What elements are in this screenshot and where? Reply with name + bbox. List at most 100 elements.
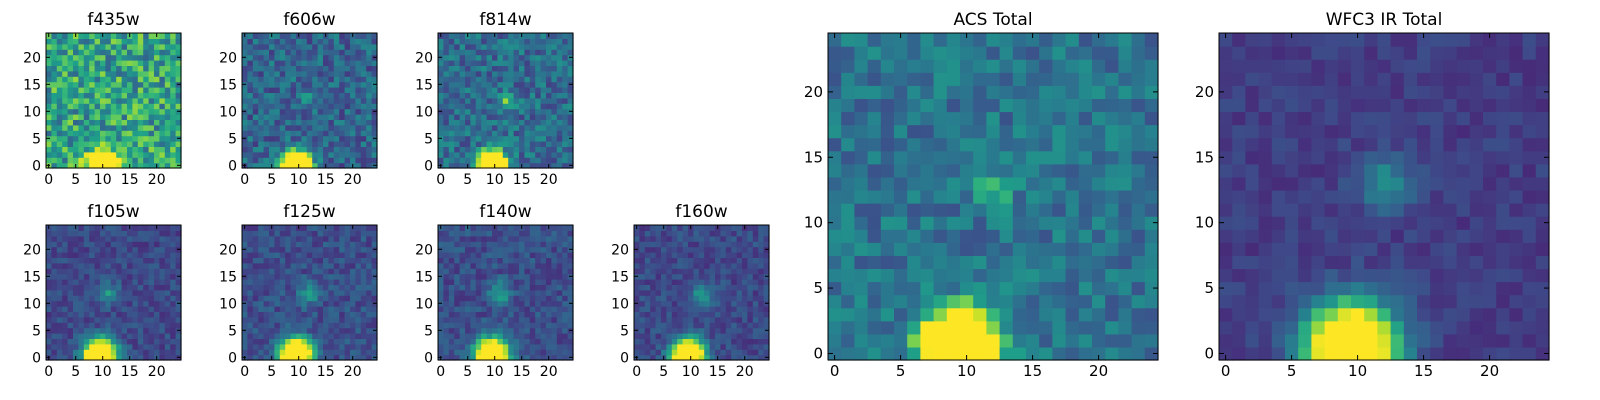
pixel [655,300,662,307]
pixel [46,349,52,356]
pixel [639,300,646,307]
pixel [242,70,248,77]
pixel [1065,307,1080,322]
pixel [465,60,471,66]
pixel [143,65,150,72]
pixel [562,327,569,334]
pixel [443,235,450,242]
pixel [519,343,525,350]
pixel [894,346,908,361]
pixel [290,97,297,104]
pixel [704,241,711,248]
pixel [366,162,373,169]
pixel [366,81,373,88]
pixel [535,124,542,131]
pixel [148,130,155,137]
pixel [562,76,569,83]
pixel [317,70,324,77]
pixel [110,327,117,334]
pixel [448,151,455,158]
pixel [688,349,694,356]
pixel [258,230,265,237]
pixel [529,114,536,120]
pixel [279,354,286,361]
pixel [688,262,694,269]
pixel [301,146,308,153]
pixel [535,119,542,126]
pixel [242,114,248,120]
pixel [94,268,101,275]
pixel [650,257,657,264]
pixel [154,241,160,248]
pixel [698,268,705,275]
pixel [78,289,85,296]
pixel [159,300,166,307]
pixel [481,114,488,120]
pixel [339,225,346,231]
pixel [301,141,308,147]
pixel [999,307,1014,322]
pixel [497,151,504,158]
pixel [350,230,356,237]
pixel [704,246,711,253]
pixel [323,130,329,137]
pixel [470,54,477,61]
pixel [497,60,504,66]
pixel [736,235,743,242]
pixel [443,76,450,83]
pixel [459,54,466,61]
pixel [752,322,759,329]
pixel [725,235,732,242]
pixel [301,257,308,264]
pixel [508,300,515,307]
pixel [475,230,482,237]
pixel [73,241,79,248]
pixel [83,316,90,323]
pixel [116,311,123,318]
pixel [170,97,177,104]
pixel [894,281,908,296]
pixel [443,114,450,120]
pixel [540,87,547,93]
pixel [296,38,302,45]
pixel [448,300,455,307]
pixel [159,268,166,275]
pixel [83,119,90,126]
pixel [562,268,569,275]
pixel [459,141,466,147]
pixel [508,60,515,66]
pixel [486,76,493,83]
pixel [83,354,90,361]
pixel [94,92,101,99]
pixel [1065,255,1080,270]
y-tick-label: 10 [611,296,629,312]
pixel [736,262,743,269]
pixel [497,306,504,312]
pixel [148,230,155,237]
pixel [269,135,275,142]
pixel [562,103,569,110]
pixel [62,65,69,72]
pixel [366,252,373,258]
pixel [546,70,552,77]
pixel [170,268,177,275]
pixel [132,322,139,329]
pixel [841,163,855,178]
pixel [1065,346,1080,361]
pixel [529,162,536,169]
pixel [742,311,748,318]
pixel [83,54,90,61]
pixel [312,43,319,50]
pixel [828,320,842,335]
pixel [481,70,488,77]
pixel [132,252,139,258]
pixel [366,33,373,39]
pixel [350,103,356,110]
pixel [328,257,335,264]
pixel [333,246,340,253]
pixel [247,76,254,83]
pixel [127,43,133,50]
pixel [132,327,139,334]
pixel [448,252,455,258]
pixel [252,33,259,39]
